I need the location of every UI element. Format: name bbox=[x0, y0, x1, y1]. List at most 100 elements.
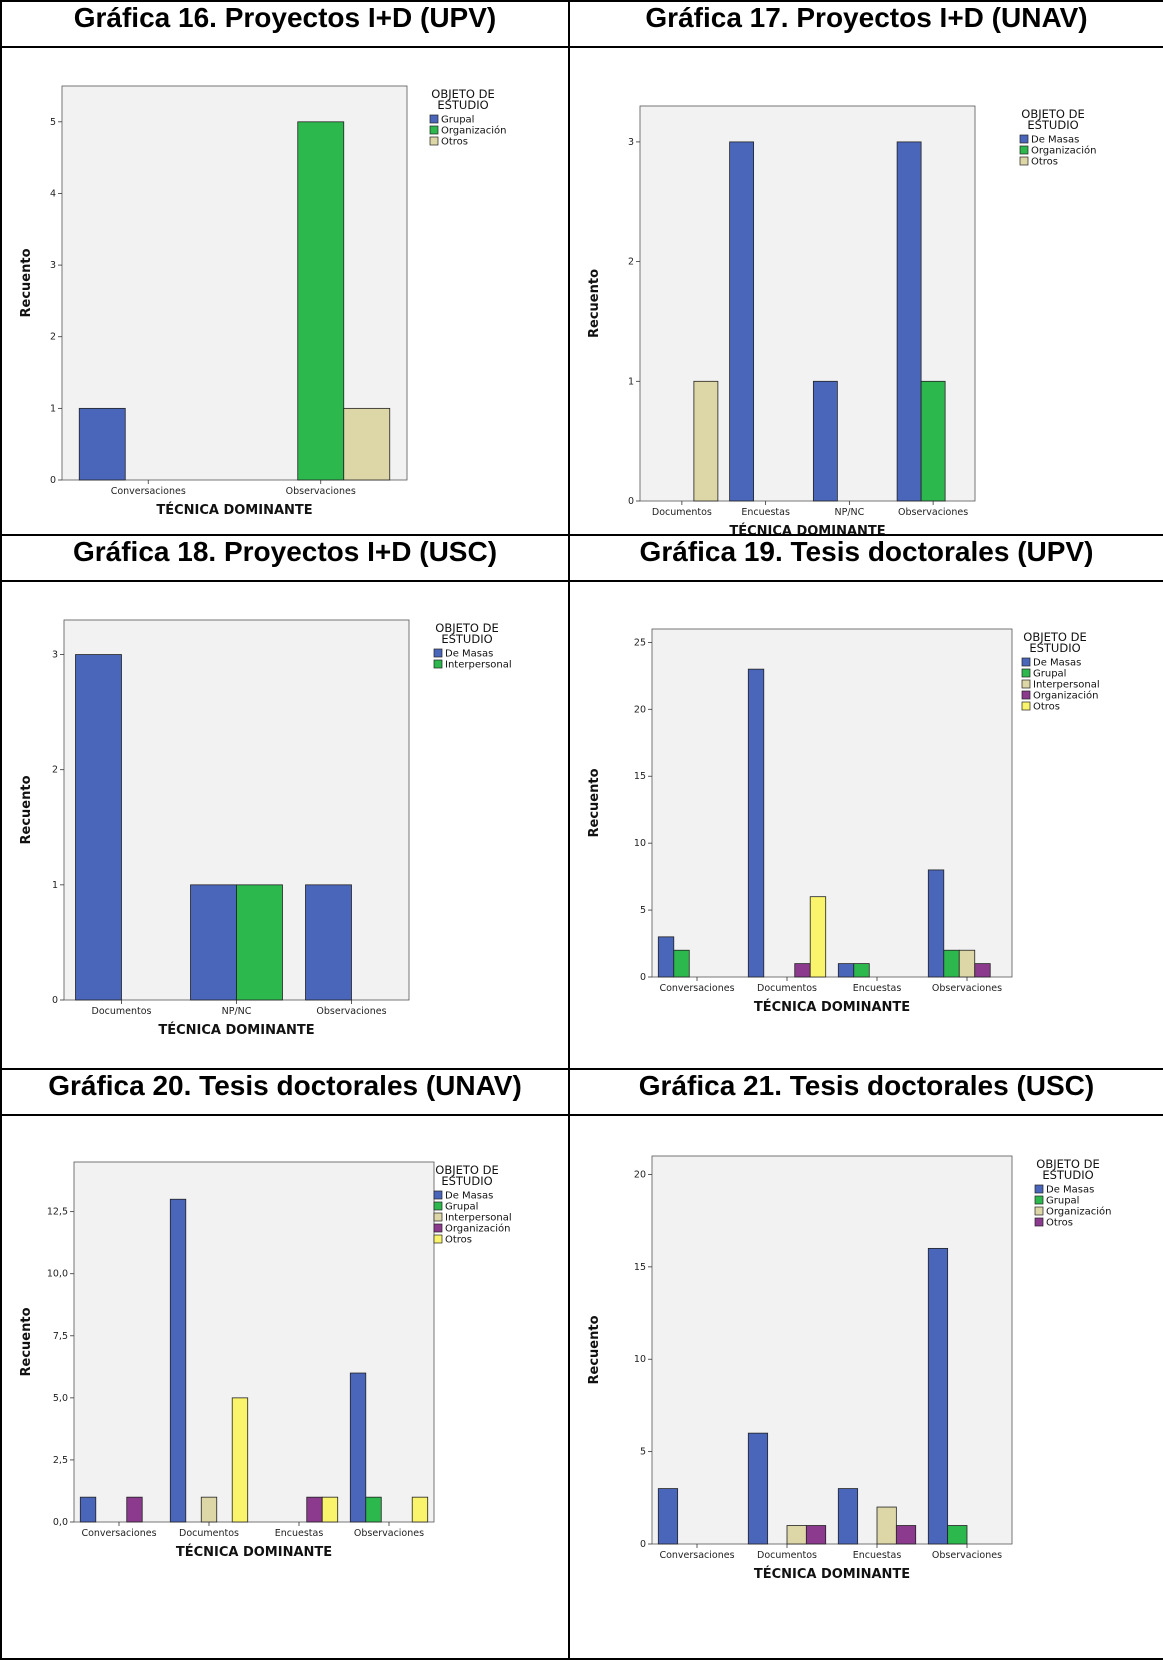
legend-label: De Masas bbox=[445, 649, 493, 660]
legend-label: Grupal bbox=[441, 115, 474, 126]
bar bbox=[306, 1496, 323, 1523]
y-tick-label: 1 bbox=[52, 880, 58, 891]
legend-label: Grupal bbox=[1033, 669, 1066, 680]
y-tick-label: 2 bbox=[628, 257, 634, 268]
x-tick-label: Observaciones bbox=[286, 486, 356, 497]
legend-title: OBJETO DE bbox=[435, 1163, 498, 1177]
chart-17: 0 1 2 3 Documentos Encuestas NP/NC Observacione… bbox=[570, 48, 1163, 534]
chart-cell: 0 5 10 15 20 Conversaciones Documentos Encuesta… bbox=[568, 1114, 1163, 1660]
legend-swatch bbox=[1019, 134, 1029, 144]
y-tick-label: 5 bbox=[50, 117, 56, 128]
bar bbox=[812, 380, 838, 502]
bar bbox=[837, 963, 855, 978]
legend-title: ESTUDIO bbox=[441, 1174, 492, 1188]
legend-label: De Masas bbox=[1033, 658, 1081, 669]
y-tick-label: 25 bbox=[634, 637, 646, 648]
x-axis-label: TÉCNICA DOMINANTE bbox=[754, 999, 910, 1015]
y-tick-label: 20 bbox=[634, 704, 646, 715]
legend-swatch bbox=[1021, 690, 1031, 700]
y-tick-label: 7,5 bbox=[53, 1331, 68, 1342]
legend-swatch bbox=[429, 125, 439, 135]
bar bbox=[349, 1372, 367, 1523]
y-tick-label: 5,0 bbox=[53, 1393, 68, 1404]
bar bbox=[958, 949, 976, 978]
bar bbox=[236, 884, 283, 1001]
legend-title: ESTUDIO bbox=[441, 632, 492, 646]
chart-title: Gráfica 21. Tesis doctorales (USC) bbox=[568, 1068, 1163, 1116]
x-tick-label: Conversaciones bbox=[659, 1550, 734, 1561]
bar bbox=[657, 1488, 679, 1545]
legend-label: De Masas bbox=[1046, 1185, 1094, 1196]
x-tick-label: Encuestas bbox=[275, 1528, 324, 1539]
chart-svg: 0,0 2,5 5,0 7,5 10,0 12,5 Conversaciones Docume… bbox=[19, 1161, 512, 1560]
legend-label: Organización bbox=[441, 125, 507, 137]
legend-swatch bbox=[1034, 1217, 1044, 1227]
legend-label: Otros bbox=[441, 137, 468, 148]
chart-svg: 0 1 2 3 4 5 Conversaciones Observaciones TÉCNICA… bbox=[19, 85, 507, 518]
legend-title: ESTUDIO bbox=[437, 98, 488, 112]
legend-label: Organización bbox=[1046, 1206, 1112, 1218]
bar bbox=[809, 896, 827, 978]
y-tick-label: 5 bbox=[640, 905, 646, 916]
bar bbox=[657, 936, 675, 978]
chart-19: 0 5 10 15 20 25 Conversaciones Documentos Encues… bbox=[570, 582, 1163, 1068]
bar bbox=[305, 884, 352, 1001]
legend-title: OBJETO DE bbox=[1036, 1157, 1099, 1171]
bar bbox=[297, 121, 345, 481]
legend-label: Organización bbox=[1033, 690, 1099, 702]
y-tick-label: 12,5 bbox=[47, 1207, 68, 1218]
y-tick-label: 1 bbox=[628, 376, 634, 387]
chart-18: 0 1 2 3 Documentos NP/NC Observaciones TÉCNICA … bbox=[2, 582, 568, 1068]
y-tick-label: 0,0 bbox=[53, 1517, 68, 1528]
bar bbox=[920, 380, 946, 502]
x-tick-label: Observaciones bbox=[898, 507, 968, 518]
legend-label: Organización bbox=[1031, 145, 1097, 157]
legend-label: Interpersonal bbox=[445, 1213, 512, 1224]
y-tick-label: 2 bbox=[50, 332, 56, 343]
x-tick-label: Observaciones bbox=[316, 1006, 386, 1017]
legend-swatch bbox=[429, 114, 439, 124]
x-tick-label: NP/NC bbox=[834, 507, 864, 518]
bar bbox=[343, 407, 391, 481]
bar bbox=[75, 654, 122, 1001]
legend-label: Otros bbox=[445, 1235, 472, 1246]
y-axis-label: Recuento bbox=[587, 1315, 602, 1384]
x-tick-label: Conversaciones bbox=[659, 983, 734, 994]
bar bbox=[896, 141, 922, 502]
plot-area bbox=[73, 1161, 435, 1523]
y-axis-label: Recuento bbox=[19, 775, 34, 844]
legend-label: De Masas bbox=[1031, 135, 1079, 146]
y-tick-label: 10,0 bbox=[47, 1269, 68, 1280]
legend-swatch bbox=[1021, 657, 1031, 667]
chart-title: Gráfica 16. Proyectos I+D (UPV) bbox=[0, 0, 570, 48]
legend-swatch bbox=[1019, 156, 1029, 166]
bar bbox=[927, 869, 945, 978]
bar bbox=[974, 963, 991, 978]
x-axis-label: TÉCNICA DOMINANTE bbox=[158, 1022, 314, 1038]
chart-svg: 0 1 2 3 Documentos Encuestas NP/NC Observacione… bbox=[587, 105, 1097, 534]
bar bbox=[411, 1496, 429, 1523]
x-tick-label: Documentos bbox=[652, 507, 712, 518]
y-tick-label: 20 bbox=[634, 1169, 646, 1180]
y-tick-label: 5 bbox=[640, 1447, 646, 1458]
chart-cell: 0 5 10 15 20 25 Conversaciones Documentos Encues… bbox=[568, 580, 1163, 1070]
legend-swatch bbox=[433, 1190, 443, 1200]
legend-swatch bbox=[1021, 701, 1031, 711]
x-axis-label: TÉCNICA DOMINANTE bbox=[176, 1544, 332, 1560]
legend-label: Grupal bbox=[445, 1202, 478, 1213]
bar bbox=[365, 1496, 382, 1523]
x-axis-label: TÉCNICA DOMINANTE bbox=[729, 523, 885, 534]
y-tick-label: 3 bbox=[628, 137, 634, 148]
chart-title: Gráfica 18. Proyectos I+D (USC) bbox=[0, 534, 570, 582]
bar bbox=[786, 1525, 807, 1545]
legend-label: Interpersonal bbox=[1033, 680, 1100, 691]
y-tick-label: 2,5 bbox=[53, 1455, 68, 1466]
bar bbox=[927, 1247, 949, 1545]
y-axis-label: Recuento bbox=[587, 768, 602, 837]
legend-swatch bbox=[1034, 1195, 1044, 1205]
chart-svg: 0 1 2 3 Documentos NP/NC ObservacionesTÉCNICA … bbox=[19, 619, 512, 1038]
bar bbox=[747, 1432, 769, 1545]
bar bbox=[79, 1496, 97, 1523]
y-tick-label: 4 bbox=[50, 188, 56, 199]
x-tick-label: Documentos bbox=[179, 1528, 239, 1539]
